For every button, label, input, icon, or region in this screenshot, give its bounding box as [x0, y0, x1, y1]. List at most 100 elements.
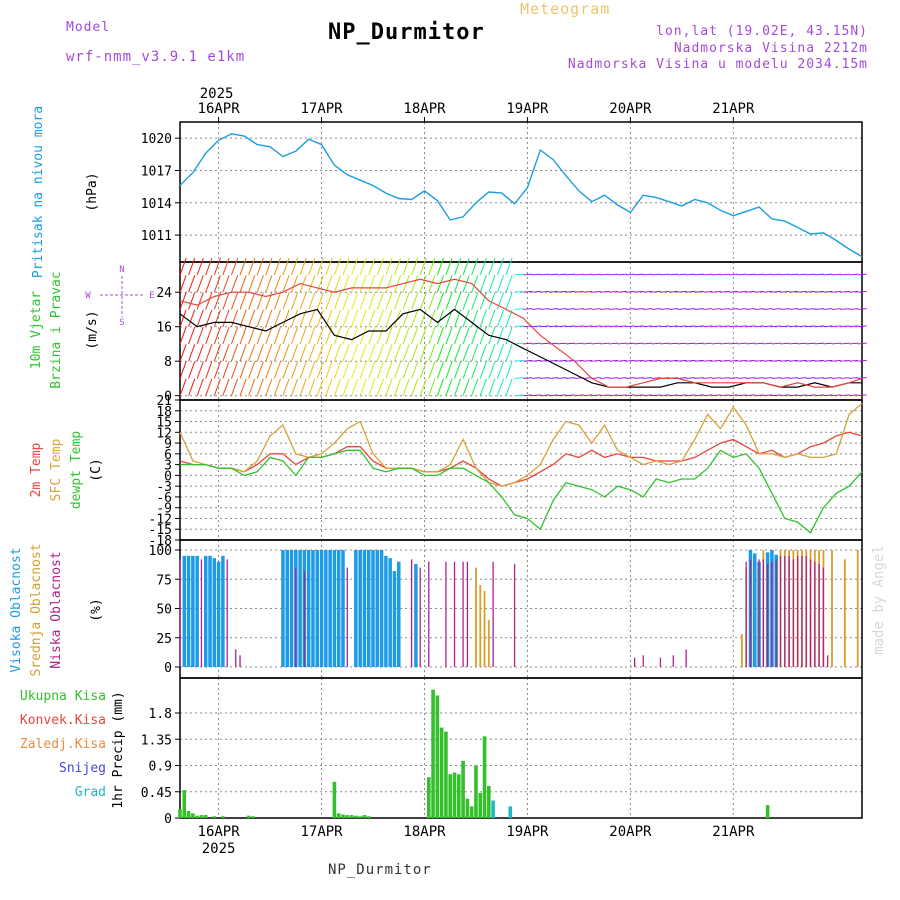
wind-barb: [728, 308, 739, 310]
wind-barb: [789, 290, 799, 293]
precip-bar: [345, 815, 350, 818]
precip-bar: [478, 792, 483, 818]
wind-barb: [316, 292, 324, 310]
wind-barb: [333, 257, 342, 276]
wind-barb: [514, 342, 524, 345]
cloud-bar: [388, 558, 392, 667]
wind-barb: [660, 290, 670, 293]
cloud-bar: [379, 550, 384, 667]
precip-bar: [178, 809, 182, 818]
y-tick-label: 15: [156, 416, 172, 431]
wind-barb: [677, 359, 687, 362]
wind-barb: [694, 290, 704, 293]
wind-barb: [385, 378, 393, 396]
wind-barb: [608, 342, 618, 345]
wind-barb: [703, 290, 713, 293]
precip-legend-1: Konvek.Kisa: [20, 713, 106, 728]
precip-legend-0: Ukupna Kisa: [20, 689, 106, 704]
y-tick-label: 100: [149, 544, 172, 559]
wind-barb: [231, 378, 239, 396]
wind-barb: [376, 292, 384, 310]
wind-barb: [823, 325, 833, 328]
precip-bar: [332, 781, 337, 818]
wind-barb: [780, 342, 790, 345]
cloud-bar: [216, 561, 221, 667]
temp-label-sfc: SFC Temp: [49, 439, 64, 502]
wind-barb: [643, 308, 653, 310]
cloud-bar: [319, 550, 324, 667]
wind-barb: [668, 290, 678, 293]
wind-barb: [282, 292, 290, 310]
wind-barb: [496, 378, 505, 396]
wind-barb: [746, 290, 756, 293]
wind-barb: [402, 257, 410, 276]
wind-barb: [548, 273, 558, 276]
wind-barb: [393, 326, 402, 345]
wind-barb: [763, 342, 773, 345]
wind-barb: [479, 326, 487, 345]
wind-barb: [728, 325, 739, 328]
wind-barb: [617, 394, 627, 397]
wind-barb: [531, 359, 541, 362]
x-label-bottom: 16APR: [198, 824, 241, 840]
wind-barb: [840, 394, 850, 397]
cloud-bar: [371, 550, 375, 667]
wind-barb: [496, 309, 505, 327]
wind-barb: [797, 359, 807, 362]
wind-barb: [823, 359, 833, 362]
wind-barb: [857, 359, 867, 362]
wind-barb: [660, 273, 670, 276]
wind-barb: [411, 378, 419, 396]
wind-barb: [574, 290, 584, 293]
wind-barb: [256, 309, 264, 327]
wind-barb: [342, 326, 350, 345]
precip-bar: [426, 777, 431, 818]
wind-barb: [205, 257, 213, 276]
wind-barb: [540, 273, 550, 276]
wind-barb: [479, 309, 487, 327]
wind-barb: [660, 359, 670, 362]
wind-barb: [523, 359, 533, 362]
wind-barb: [222, 275, 230, 293]
wind-barb: [359, 257, 367, 276]
temp-line-0: [179, 431, 863, 487]
wind-barb: [333, 292, 342, 310]
wind-barb: [359, 292, 367, 310]
wind-barb: [737, 290, 747, 293]
cloud-bar: [775, 559, 777, 667]
wind-barb: [668, 359, 678, 362]
wind-barb: [806, 377, 816, 379]
wind-barb: [248, 292, 256, 310]
wind-barb: [231, 309, 239, 327]
wind-barb: [299, 257, 307, 276]
wind-barb: [402, 344, 410, 362]
wind-barb: [299, 361, 307, 379]
wind-barb: [583, 308, 593, 310]
wind-barb: [574, 394, 584, 397]
wind-barb: [419, 361, 427, 379]
wind-barb: [840, 325, 850, 328]
cloud-bar: [797, 555, 799, 667]
wind-barb: [583, 359, 593, 362]
wind-barb: [368, 361, 376, 379]
wind-barb: [265, 326, 273, 345]
wind-barb: [308, 309, 316, 327]
wind-barb: [385, 292, 393, 310]
wind-barb: [436, 257, 444, 276]
cloud-bar: [226, 559, 228, 667]
wind-barb: [291, 292, 299, 310]
pressure-panel: 1011 1014 1017 1020: [141, 121, 863, 263]
y-tick-label: 21: [156, 394, 172, 409]
wind-barb: [265, 309, 273, 327]
wind-barb: [565, 273, 576, 276]
wind-barb: [488, 292, 496, 310]
wind-barb: [840, 308, 850, 310]
wind-barb: [728, 342, 739, 345]
y-tick-label: 25: [156, 632, 172, 647]
elevation: Nadmorska Visina 2212m: [673, 41, 868, 56]
wind-barb: [591, 273, 601, 276]
wind-barb: [857, 325, 867, 328]
wind-barb: [291, 378, 299, 396]
wind-barb: [496, 344, 505, 362]
cloud-label-low: Niska Oblacnost: [49, 551, 64, 668]
